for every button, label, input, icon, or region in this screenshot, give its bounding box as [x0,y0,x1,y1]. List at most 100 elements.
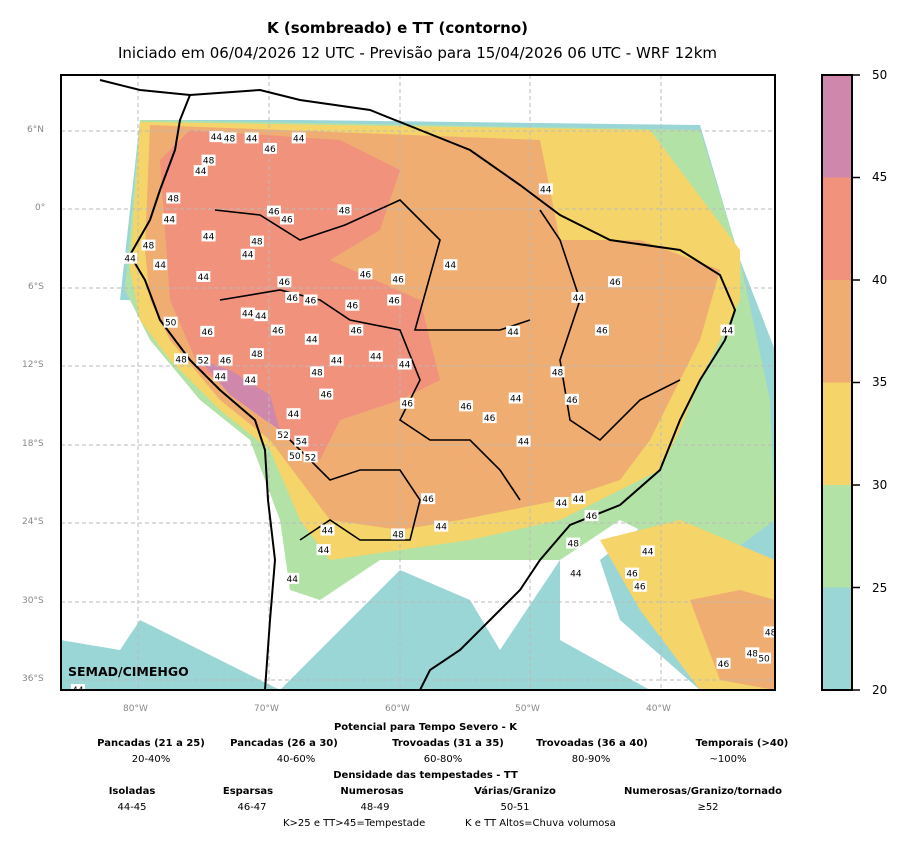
tt-contour-label: 46 [422,495,434,505]
k-legend-label: Pancadas (26 a 30) [230,738,338,749]
tt-contour-label: 48 [175,355,187,365]
tt-contour-label: 46 [272,327,284,337]
contour-label-bg [716,657,731,669]
contour-label-bg [196,270,211,282]
contour-label-bg [163,316,178,328]
contour-label-bg [337,204,352,216]
contour-label-bg [276,429,291,441]
contour-label-bg [564,393,579,405]
tt-contour-label: 44 [154,261,166,271]
tt-contour-label: 44 [286,575,298,585]
contour-label-bg [434,520,449,532]
tt-contour-label: 46 [626,570,638,580]
tt-contour-label: 46 [718,660,730,670]
contour-label-bg [571,493,586,505]
tt-contour-label: 50 [289,452,301,462]
contour-label-bg [153,259,168,271]
tt-contour-label: 52 [198,357,209,367]
tt-contour-label: 46 [281,215,293,225]
k-legend-pct: 20-40% [131,754,171,765]
contour-label-bg [516,435,531,447]
tt-legend-range: ≥52 [697,802,719,813]
lat-tick: 30°S [22,596,44,606]
contour-label-bg [240,248,255,260]
tt-contour-label: 46 [220,357,232,367]
contour-label-bg [345,299,360,311]
tt-contour-label: 44 [255,312,267,322]
contour-label-bg [286,408,301,420]
tt-contour-label: 50 [165,319,177,329]
colorbar-frame [821,74,853,691]
tt-contour-label: 44 [642,547,654,557]
coastline [99,79,737,690]
tt-contour-label: 46 [566,396,578,406]
tt-contour-label: 46 [279,278,291,288]
tt-contour-label: 44 [318,546,330,556]
contour-label-bg [443,259,458,271]
contour-label-bg [625,567,640,579]
tt-contour-label: 44 [242,251,254,261]
contour-label-bg [218,354,233,366]
tt-contour-label: 48 [747,649,759,659]
tt-legend-range: 44-45 [117,802,147,813]
contour-label-bg [368,350,383,362]
contour-label-bg [141,239,156,251]
tt-contour-label: 44 [215,372,227,382]
contour-label-bg [209,131,224,143]
tt-contour-label: 48 [203,157,215,167]
contour-label-bg [277,276,292,288]
contour-label-bg [263,142,278,154]
tt-contour-label: 44 [510,395,522,405]
tt-contour-label: 44 [556,499,568,509]
tt-contour-label: 46 [202,328,214,338]
tt-contour-label: 44 [322,527,334,537]
contour-label-bg [594,324,609,336]
colorbar [821,74,860,691]
map-title: K (sombreado) e TT (contorno) [267,19,528,37]
colorbar-tick: 50 [872,68,888,82]
contour-label-bg [253,310,268,322]
k-legend-label: Temporais (>40) [695,738,789,749]
tt-contour-label: 44 [124,255,136,265]
k-legend-label: Trovoadas (31 a 35) [392,738,504,749]
contour-label-bg [397,358,412,370]
tt-contour-label: 44 [722,327,734,337]
tt-legend-label: Várias/Granizo [474,786,556,797]
contour-label-bg [720,324,735,336]
tt-contour-label: 46 [388,296,400,306]
contour-label-bg [550,366,565,378]
tt-contour-label: 52 [305,453,316,463]
contour-label-bg [640,545,655,557]
tt-contour-label: 46 [586,512,598,522]
contour-labels: 44 48 44 4446484448444448444448444646484444… [70,131,775,690]
tt-contour-label: 46 [634,583,646,593]
contour-label-bg [320,524,335,536]
tt-contour-label: 44 [195,167,207,177]
tt-contour-label: 44 [507,328,519,338]
tt-contour-label: 46 [351,327,363,337]
tt-legend-range: 50-51 [500,802,530,813]
tt-contour-label: 48 [311,368,323,378]
lon-tick: 60°W [385,704,410,714]
tt-contour-label: 44 [198,273,210,283]
contour-label-bg [249,348,264,360]
lat-tick: 36°S [22,674,44,684]
tt-contour-label: 52 [277,431,288,441]
contour-label-bg [757,652,772,664]
lat-tick: 6°N [27,125,44,135]
map-subtitle: Iniciado em 06/04/2026 12 UTC - Previsão… [117,44,718,62]
contour-label-bg [196,354,211,366]
tt-contour-label: 50 [758,655,770,665]
k-legend-label: Pancadas (21 a 25) [97,738,205,749]
contour-label-bg [358,268,373,280]
tt-contour-label: 46 [484,414,496,424]
map-frame [60,74,776,691]
colorbar-segment [822,177,852,280]
tt-contour-label: 48 [568,540,580,550]
contour-label-bg [123,252,138,264]
tt-contour-label: 44 [518,438,530,448]
tt-contour-label: 46 [305,296,317,306]
tt-contour-label: 44 [288,410,300,420]
tt-contour-label: 46 [392,276,404,286]
